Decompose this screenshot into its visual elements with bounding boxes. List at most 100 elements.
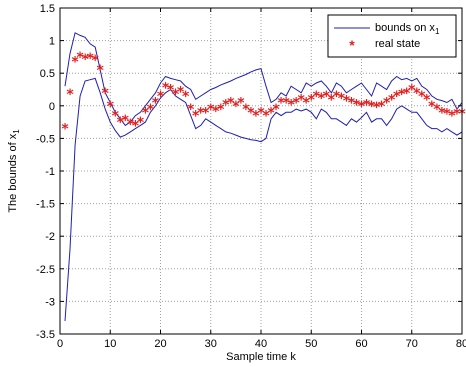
ticks <box>59 7 463 335</box>
y-axis-label-subscript: 1 <box>12 129 21 134</box>
real-state-marker: * <box>393 89 401 105</box>
real-state-marker: * <box>132 118 140 134</box>
y-tick-label: -0.5 <box>36 133 55 145</box>
real-state-marker: * <box>368 99 376 115</box>
real-state-marker: * <box>313 89 321 105</box>
legend-bounds-label-subscript: 1 <box>435 27 440 36</box>
real-state-marker: * <box>117 115 125 131</box>
grid <box>60 8 462 334</box>
real-state-marker: * <box>363 97 371 113</box>
real-state-marker: * <box>207 102 215 118</box>
real-state-marker: * <box>127 117 135 133</box>
real-state-marker: * <box>348 96 356 112</box>
real-state-marker: * <box>152 96 160 112</box>
y-tick-label: -2 <box>45 231 55 243</box>
real-state-marker: * <box>252 109 260 125</box>
real-state-marker: * <box>413 86 421 102</box>
real-state-marker: * <box>81 52 89 68</box>
real-state-marker: * <box>408 83 416 99</box>
real-state-marker: * <box>66 87 74 103</box>
real-state-marker: * <box>107 99 115 115</box>
x-axis-label: Sample time k <box>226 351 296 363</box>
real-state-marker: * <box>448 109 456 125</box>
real-state-marker: * <box>443 107 451 123</box>
real-state-marker: * <box>343 94 351 110</box>
real-state-marker: * <box>323 89 331 105</box>
real-state-marker: * <box>147 102 155 118</box>
real-state-marker: * <box>403 86 411 102</box>
real-state-marker: * <box>167 83 175 99</box>
real-state-marker: * <box>318 91 326 107</box>
x-tick-label: 20 <box>154 338 166 350</box>
x-tick-label: 50 <box>305 338 317 350</box>
real-state-marker: * <box>187 102 195 118</box>
real-state-marker: * <box>277 96 285 112</box>
real-state-marker: * <box>61 122 69 138</box>
x-tick-label: 80 <box>456 338 466 350</box>
real-state-marker: * <box>262 109 270 125</box>
x-tick-label: 0 <box>57 338 63 350</box>
real-state-marker: * <box>373 100 381 116</box>
y-tick-label: -3.5 <box>36 329 55 341</box>
real-state-marker: * <box>272 102 280 118</box>
real-state-marker: * <box>177 84 185 100</box>
real-state-marker: * <box>137 115 145 131</box>
real-state-marker: * <box>212 104 220 120</box>
real-state-marker: * <box>353 97 361 113</box>
real-state-marker: * <box>76 50 84 66</box>
real-state-marker: * <box>222 97 230 113</box>
real-state-marker: * <box>227 96 235 112</box>
legend-real-state-marker: * <box>349 37 355 53</box>
x-tick-label: 10 <box>104 338 116 350</box>
y-tick-label: 1 <box>49 36 55 48</box>
real-state-marker: * <box>232 99 240 115</box>
real-state-marker: * <box>303 96 311 112</box>
real-state-marker: * <box>383 96 391 112</box>
real-state-marker: * <box>217 102 225 118</box>
y-tick-label: -3 <box>45 296 55 308</box>
real-state-marker: * <box>97 63 105 79</box>
upper-bound-line <box>64 32 463 127</box>
real-state-marker: * <box>453 107 461 123</box>
real-state-marker: * <box>378 99 386 115</box>
real-state-marker: * <box>418 89 426 105</box>
x-tick-label: 30 <box>205 338 217 350</box>
real-state-marker: * <box>122 113 130 129</box>
y-tick-label: 0.5 <box>40 68 55 80</box>
y-axis-label: The bounds of x1 <box>7 129 21 213</box>
real-state-marker: * <box>202 105 210 121</box>
x-tick-label: 40 <box>255 338 267 350</box>
real-state-marker: * <box>162 81 170 97</box>
y-axis-label-main: The bounds of x <box>7 133 19 212</box>
y-tick-label: 1.5 <box>40 3 55 15</box>
real-state-marker: * <box>338 91 346 107</box>
real-state-marker: * <box>388 92 396 108</box>
real-state-marker: * <box>237 96 245 112</box>
real-state-marker: * <box>112 109 120 125</box>
y-tick-label: 0 <box>49 101 55 113</box>
real-state-marker: * <box>172 87 180 103</box>
legend-bounds-label: bounds on x1 <box>375 22 440 36</box>
real-state-marker: * <box>192 109 200 125</box>
real-state-marker: * <box>92 53 100 69</box>
legend-bounds-label-main: bounds on x <box>375 22 435 34</box>
real-state-marker: * <box>71 54 79 70</box>
tick-labels: 0 10 20 30 40 50 60 70 80-3.5-3-2.5-2-1.5-1-0.50… <box>36 3 466 350</box>
legend-box <box>327 14 457 58</box>
real-state-marker: * <box>438 105 446 121</box>
real-state-marker: * <box>287 97 295 113</box>
real-state-marker: * <box>86 51 94 67</box>
real-state-marker: * <box>257 105 265 121</box>
real-state-marker: * <box>358 99 366 115</box>
real-state-marker: * <box>308 92 316 108</box>
real-state-marker: * <box>433 102 441 118</box>
x-tick-label: 70 <box>406 338 418 350</box>
lower-bound-line <box>64 77 463 322</box>
real-state-marker: * <box>333 89 341 105</box>
y-tick-label: -1 <box>45 166 55 178</box>
series-layer: ****************************************… <box>61 32 466 322</box>
real-state-marker: * <box>282 96 290 112</box>
x-tick-label: 60 <box>355 338 367 350</box>
